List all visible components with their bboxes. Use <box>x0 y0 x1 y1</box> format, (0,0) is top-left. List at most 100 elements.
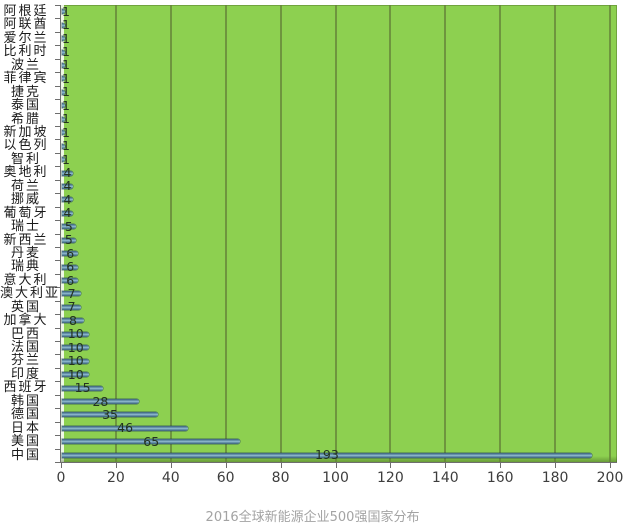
gridline <box>114 5 117 462</box>
category-label: 泰国 <box>10 98 41 114</box>
bar-value-label: 4 <box>63 191 72 207</box>
y-tick <box>55 448 60 450</box>
bar <box>62 49 65 55</box>
y-tick <box>55 354 60 356</box>
category-label: 西班牙 <box>3 380 49 396</box>
bar <box>62 36 65 42</box>
category-label: 瑞士 <box>10 219 41 235</box>
category-label: 捷克 <box>10 84 41 100</box>
bar-value-label: 193 <box>314 447 339 463</box>
bar-value-label: 1 <box>62 57 70 73</box>
bar <box>62 103 65 109</box>
y-tick <box>55 341 60 343</box>
bar <box>62 170 73 176</box>
bar <box>62 183 73 189</box>
gridline <box>389 5 392 462</box>
y-tick <box>55 139 60 141</box>
gridline <box>279 5 282 462</box>
y-tick <box>55 45 60 47</box>
y-tick <box>55 99 60 101</box>
y-tick <box>55 462 60 463</box>
category-label: 丹麦 <box>10 245 41 261</box>
x-axis <box>60 462 617 463</box>
bar <box>62 264 79 270</box>
x-tick-label: 40 <box>161 470 180 486</box>
category-label: 芬兰 <box>10 353 41 369</box>
category-label: 智利 <box>10 151 41 167</box>
x-tick-label: 120 <box>377 470 404 486</box>
category-label: 阿根廷 <box>3 4 49 19</box>
bar-value-label: 1 <box>62 111 70 126</box>
bar <box>62 251 79 257</box>
bar <box>62 22 65 28</box>
category-label: 德国 <box>10 407 41 423</box>
category-label: 以色列 <box>3 138 49 154</box>
x-tick-label: 200 <box>596 470 624 486</box>
bar-value-label: 6 <box>66 245 75 261</box>
bar <box>62 439 241 445</box>
x-tick <box>610 463 611 468</box>
category-label: 希腊 <box>10 111 41 127</box>
y-tick <box>55 166 60 168</box>
x-tick-label: 60 <box>216 470 235 486</box>
bar-value-label: 4 <box>63 164 72 180</box>
bar-value-label: 5 <box>64 231 73 247</box>
gridline <box>169 5 172 462</box>
y-axis <box>60 5 61 462</box>
plot-floor <box>61 456 617 462</box>
bar-value-label: 1 <box>62 70 70 86</box>
y-tick <box>55 72 60 74</box>
bar <box>62 318 84 324</box>
chart-title: 2016全球新能源企业500强国家分布 <box>205 510 420 525</box>
bar <box>62 210 73 216</box>
category-label: 新加坡 <box>3 124 49 140</box>
bar <box>62 89 65 95</box>
x-tick <box>555 463 557 468</box>
category-label: 爱尔兰 <box>3 30 49 46</box>
bar-value-label: 10 <box>67 352 84 368</box>
bar-value-label: 1 <box>62 97 70 113</box>
bar-value-label: 1 <box>62 137 70 153</box>
category-label: 印度 <box>10 366 41 382</box>
y-tick <box>55 435 60 437</box>
gridline <box>554 5 557 462</box>
bar <box>62 358 90 364</box>
x-tick <box>115 463 117 468</box>
bar-value-label: 1 <box>62 124 70 140</box>
x-tick <box>335 463 337 468</box>
bar <box>62 372 90 378</box>
bar-value-label: 4 <box>63 178 72 194</box>
y-tick <box>55 381 60 383</box>
x-tick-label: 80 <box>271 470 290 486</box>
bar <box>62 399 139 404</box>
bar-value-label: 35 <box>102 406 118 422</box>
bar-value-label: 6 <box>66 258 75 274</box>
y-tick <box>55 327 60 329</box>
x-tick <box>280 463 282 468</box>
category-label: 挪威 <box>10 192 41 208</box>
bar <box>62 452 592 458</box>
y-tick <box>55 220 60 222</box>
bar-value-label: 1 <box>62 84 70 100</box>
y-tick <box>55 85 60 87</box>
gridline <box>224 5 227 462</box>
x-tick-label: 140 <box>431 470 459 486</box>
y-tick <box>55 233 60 235</box>
bar <box>62 291 82 297</box>
bar <box>62 412 159 418</box>
category-label: 中国 <box>10 447 41 463</box>
bar <box>62 237 76 243</box>
bar <box>62 345 90 351</box>
bar <box>62 425 189 431</box>
y-tick <box>55 287 60 289</box>
bar <box>62 116 65 122</box>
y-tick <box>55 246 60 248</box>
x-tick-label: 160 <box>486 470 514 486</box>
y-tick <box>55 193 60 195</box>
y-tick <box>55 112 60 114</box>
bar-value-label: 1 <box>62 3 70 19</box>
x-tick-label: 20 <box>106 470 125 486</box>
category-label: 加拿大 <box>3 313 49 329</box>
y-tick <box>55 179 60 181</box>
